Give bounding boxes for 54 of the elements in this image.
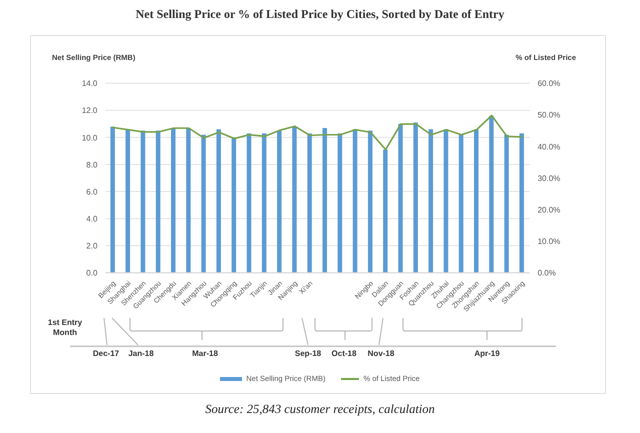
bar	[428, 129, 434, 273]
y-tick-label: 10.0	[82, 133, 98, 142]
text: Oct-18	[332, 349, 356, 358]
bar	[383, 150, 388, 273]
bar	[140, 130, 146, 273]
y2-tick-label: 50.0%	[538, 110, 560, 120]
bar	[519, 133, 524, 273]
y-tick-label: 0.0	[86, 268, 98, 278]
text: Nov-18	[368, 349, 394, 358]
y2-tick-label: 0.0%	[538, 268, 556, 278]
bar	[307, 133, 312, 273]
bar	[338, 133, 342, 273]
y-tick-label: 2.0	[86, 241, 98, 250]
bar	[110, 126, 115, 273]
bar	[171, 128, 176, 273]
bar	[368, 130, 372, 273]
bar	[277, 130, 282, 273]
bar	[262, 133, 266, 273]
bar	[352, 129, 358, 273]
text: Sep-18	[294, 349, 322, 358]
y-tick-label: 14.0	[82, 79, 98, 88]
bar	[474, 129, 478, 273]
text: Dec-17	[92, 349, 120, 358]
y2-tick-label: 60.0%	[538, 79, 560, 88]
bar	[489, 116, 494, 273]
line-series	[112, 114, 523, 150]
bar	[232, 137, 236, 273]
source-note: Source: 25,843 customer receipts, calculation	[204, 402, 436, 417]
y-tick-label: 4.0	[86, 214, 98, 224]
bar	[413, 122, 418, 273]
bar	[504, 134, 509, 273]
text: Mar-18	[192, 349, 218, 358]
y2-tick-label: 30.0%	[538, 174, 560, 183]
y2-tick-label: 20.0%	[538, 205, 560, 214]
bar	[398, 124, 403, 273]
bar	[156, 130, 160, 273]
y2-tick-label: 40.0%	[538, 142, 560, 152]
bar	[216, 129, 221, 273]
y-tick-label: 6.0	[86, 187, 98, 196]
text: Apr-19	[474, 349, 500, 358]
y-tick-label: 8.0	[86, 160, 98, 170]
bar	[126, 129, 130, 273]
chart-title: Net Selling Price or % of Listed Price by Cities, Sorted by Date of Entry	[134, 7, 506, 22]
bar	[246, 133, 252, 273]
text: Jan-18	[128, 349, 154, 358]
bar	[444, 129, 448, 273]
bar	[292, 126, 297, 273]
bar	[458, 134, 464, 273]
y2-tick-label: 10.0%	[538, 236, 560, 246]
y-tick-label: 12.0	[82, 106, 98, 116]
text: 1st Entry Month	[46, 318, 84, 338]
bar	[186, 128, 191, 273]
bar	[201, 134, 206, 273]
bar	[322, 128, 327, 273]
